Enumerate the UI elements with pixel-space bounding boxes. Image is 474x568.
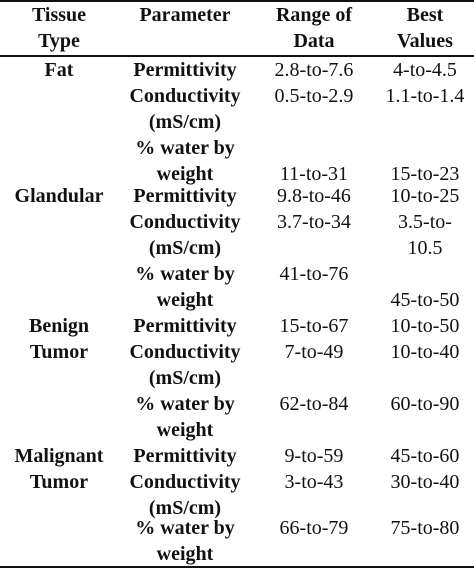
param-glandular-conductivity-line2: (mS/cm) [148, 237, 222, 259]
header-range-line1: Range of [275, 4, 353, 26]
tissue-malignant-line2: Tumor [29, 471, 89, 493]
param-fat-water-line1: % water by [135, 137, 235, 159]
param-benign-conductivity-line2: (mS/cm) [148, 367, 222, 389]
best-glandular-water: 45-to-50 [390, 289, 460, 311]
range-fat-permittivity: 2.8-to-7.6 [274, 59, 354, 81]
header-range-line2: Data [293, 30, 335, 52]
header-best-line2: Values [397, 30, 453, 52]
best-glandular-permittivity: 10-to-25 [390, 185, 460, 207]
best-glandular-conductivity-line1: 3.5-to- [398, 211, 452, 233]
best-fat-water: 15-to-23 [390, 163, 460, 185]
range-malignant-permittivity: 9-to-59 [284, 445, 344, 467]
param-fat-permittivity: Permittivity [133, 59, 237, 81]
range-glandular-conductivity: 3.7-to-34 [277, 211, 351, 233]
best-glandular-conductivity-line2: 10.5 [407, 237, 443, 259]
tissue-fat: Fat [44, 59, 74, 81]
range-benign-permittivity: 15-to-67 [279, 315, 349, 337]
param-glandular-permittivity: Permittivity [133, 185, 237, 207]
table-bottom-rule [0, 566, 474, 568]
best-fat-permittivity: 4-to-4.5 [393, 59, 457, 81]
param-malignant-water-line1: % water by [135, 517, 235, 539]
table-header-rule [0, 55, 474, 57]
range-malignant-water: 66-to-79 [279, 517, 349, 539]
param-malignant-conductivity-line2: (mS/cm) [148, 497, 222, 519]
tissue-malignant-line1: Malignant [14, 445, 104, 467]
param-fat-conductivity-line1: Conductivity [129, 85, 241, 107]
tissue-benign-line1: Benign [28, 315, 90, 337]
param-glandular-water-line2: weight [156, 289, 214, 311]
param-benign-conductivity-line1: Conductivity [129, 341, 241, 363]
range-benign-water: 62-to-84 [279, 393, 349, 415]
tissue-glandular: Glandular [14, 185, 104, 207]
range-benign-conductivity: 7-to-49 [284, 341, 344, 363]
best-benign-water: 60-to-90 [390, 393, 460, 415]
param-malignant-conductivity-line1: Conductivity [129, 471, 241, 493]
param-fat-water-line2: weight [156, 163, 214, 185]
best-malignant-water: 75-to-80 [390, 517, 460, 539]
range-fat-conductivity: 0.5-to-2.9 [274, 85, 354, 107]
range-glandular-water: 41-to-76 [279, 263, 349, 285]
best-fat-conductivity: 1.1-to-1.4 [385, 85, 465, 107]
header-parameter: Parameter [139, 4, 231, 26]
param-fat-conductivity-line2: (mS/cm) [148, 111, 222, 133]
range-malignant-conductivity: 3-to-43 [284, 471, 344, 493]
best-malignant-permittivity: 45-to-60 [390, 445, 460, 467]
tissue-benign-line2: Tumor [29, 341, 89, 363]
header-tissue-line1: Tissue [31, 4, 87, 26]
range-fat-water: 11-to-31 [279, 163, 349, 185]
param-glandular-water-line1: % water by [135, 263, 235, 285]
param-benign-water-line1: % water by [135, 393, 235, 415]
param-benign-water-line2: weight [156, 419, 214, 441]
param-malignant-permittivity: Permittivity [133, 445, 237, 467]
header-tissue-line2: Type [38, 30, 80, 52]
param-benign-permittivity: Permittivity [133, 315, 237, 337]
header-best-line1: Best [406, 4, 444, 26]
param-glandular-conductivity-line1: Conductivity [129, 211, 241, 233]
table-top-rule [0, 0, 474, 2]
best-benign-permittivity: 10-to-50 [390, 315, 460, 337]
param-malignant-water-line2: weight [156, 543, 214, 565]
range-glandular-permittivity: 9.8-to-46 [277, 185, 351, 207]
best-benign-conductivity: 10-to-40 [390, 341, 460, 363]
best-malignant-conductivity: 30-to-40 [390, 471, 460, 493]
